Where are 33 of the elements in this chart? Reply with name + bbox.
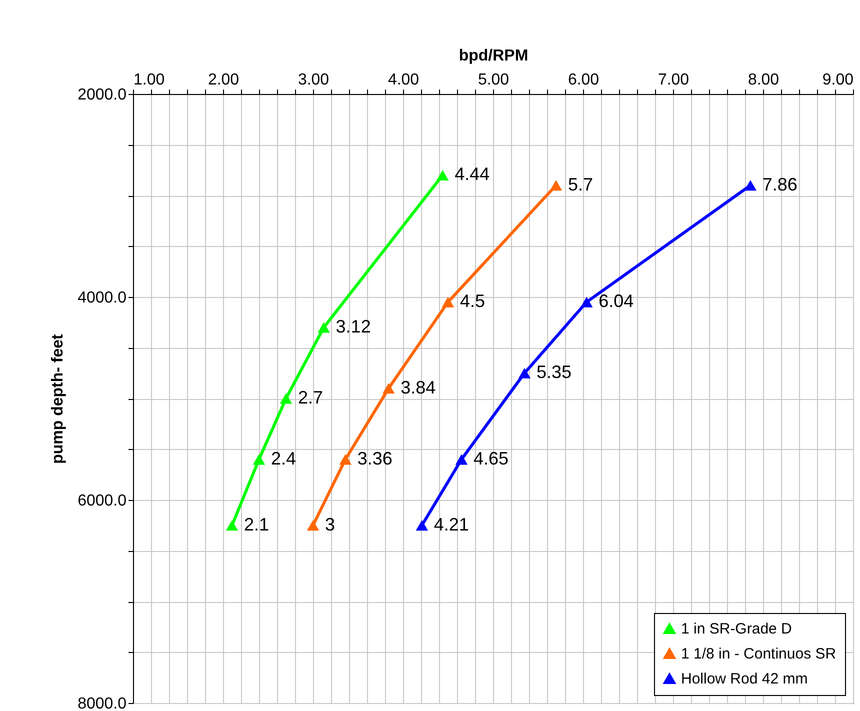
annotation: 4.65 bbox=[474, 448, 509, 468]
legend-label: 1 1/8 in - Continuos SR bbox=[681, 646, 836, 662]
x-tick-label: 5.00 bbox=[478, 72, 510, 88]
annotation: 5.7 bbox=[568, 174, 594, 194]
x-tick-label: 8.00 bbox=[748, 72, 780, 88]
annotation: 5.35 bbox=[536, 362, 572, 382]
annotation: 4.5 bbox=[460, 291, 486, 312]
annotation: 2.7 bbox=[298, 388, 324, 408]
legend-label: Hollow Rod 42 mm bbox=[681, 670, 808, 688]
y-tick-label: 8000.0 bbox=[78, 696, 127, 711]
x-tick-label: 4.00 bbox=[388, 72, 420, 88]
annotation: 4.44 bbox=[454, 164, 490, 184]
x-tick-label: 7.00 bbox=[658, 72, 690, 88]
annotation: 7.86 bbox=[762, 174, 798, 194]
annotation: 3.84 bbox=[400, 377, 436, 398]
annotation: 6.04 bbox=[598, 291, 634, 312]
y-axis-title: pump depth- feet bbox=[50, 333, 67, 464]
y-tick-label: 4000.0 bbox=[78, 290, 127, 306]
x-tick-label: 3.00 bbox=[298, 72, 330, 88]
annotation: 4.21 bbox=[434, 514, 469, 534]
annotation: 2.4 bbox=[271, 448, 296, 468]
x-tick-label: 2.00 bbox=[208, 72, 240, 88]
annotation: 2.1 bbox=[244, 514, 270, 534]
x-axis-title: bpd/RPM bbox=[458, 48, 528, 64]
annotation: 3.12 bbox=[336, 316, 371, 336]
annotation: 3 bbox=[325, 514, 336, 534]
y-tick-label: 2000.0 bbox=[78, 86, 127, 104]
x-tick-label: 1.00 bbox=[134, 72, 165, 88]
annotation: 3.36 bbox=[357, 448, 392, 468]
y-tick-label: 6000.0 bbox=[78, 492, 127, 510]
x-tick-label: 9.00 bbox=[822, 72, 854, 88]
legend-label: 1 in SR-Grade D bbox=[681, 620, 792, 638]
x-tick-label: 6.00 bbox=[568, 72, 600, 88]
